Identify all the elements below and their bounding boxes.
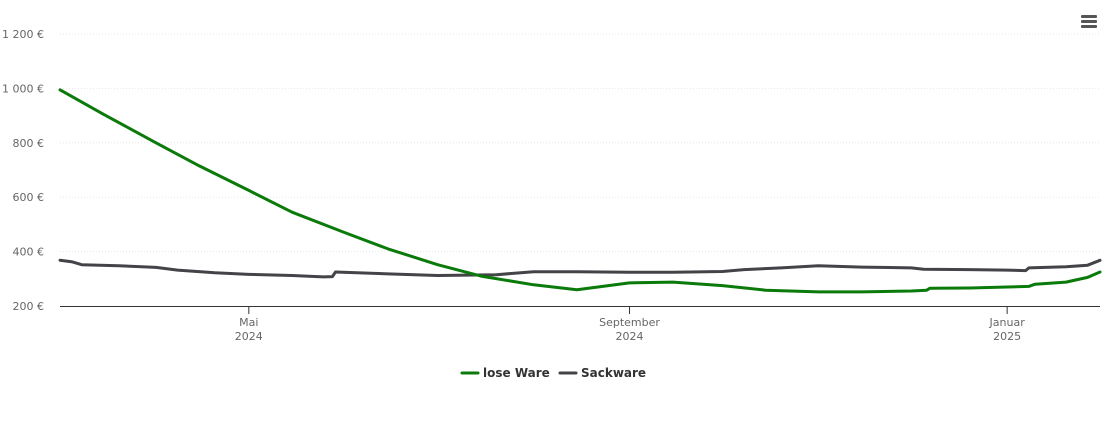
y-tick-label: 200 € [13, 300, 45, 313]
x-tick-sublabel: 2024 [616, 330, 644, 343]
x-tick-sublabel: 2025 [993, 330, 1021, 343]
series-lines [58, 88, 1102, 294]
legend[interactable]: lose Ware Sackware [460, 366, 646, 380]
x-tick-label: September [599, 316, 660, 329]
y-axis: 200 € 400 € 600 € 800 € 1 000 € 1 200 € [2, 28, 44, 313]
legend-label: Sackware [581, 366, 646, 380]
grid-lines [60, 33, 1100, 253]
series-line-sackware[interactable] [58, 258, 1102, 279]
y-tick-label: 400 € [13, 246, 45, 259]
legend-item-sackware[interactable]: Sackware [558, 366, 646, 380]
y-tick-label: 800 € [13, 137, 45, 150]
y-tick-label: 1 200 € [2, 28, 44, 41]
y-tick-label: 600 € [13, 191, 45, 204]
legend-item-lose-ware[interactable]: lose Ware [460, 366, 550, 380]
x-tick-label: Mai [239, 316, 258, 329]
chart-menu-button[interactable] [1076, 10, 1102, 34]
y-tick-label: 1 000 € [2, 82, 44, 95]
x-tick-label: Januar [989, 316, 1026, 329]
series-line-lose-ware[interactable] [58, 88, 1102, 294]
x-tick-sublabel: 2024 [235, 330, 263, 343]
hamburger-menu-icon [1081, 15, 1097, 28]
legend-label: lose Ware [483, 366, 550, 380]
